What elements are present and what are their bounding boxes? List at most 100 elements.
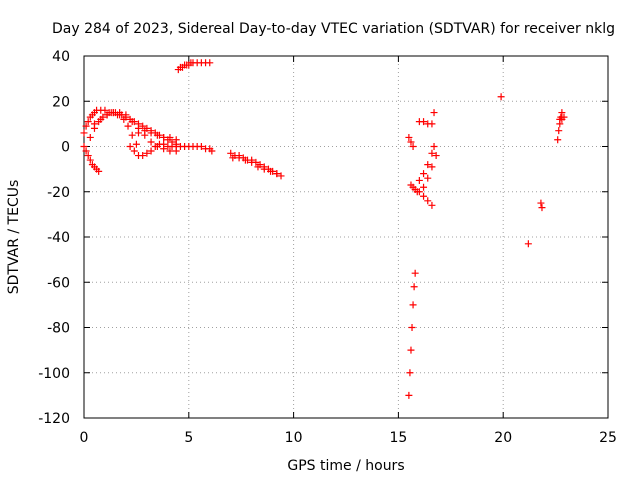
series-hour16-band [415, 118, 436, 128]
data-point [260, 165, 268, 173]
data-point [128, 118, 136, 126]
data-point [160, 140, 168, 148]
data-point [132, 140, 140, 148]
data-point [267, 167, 275, 175]
y-tick-label: -20 [47, 185, 70, 201]
data-point [560, 113, 568, 121]
x-axis-ticks: 0 5 10 15 20 25 [80, 56, 617, 446]
x-axis-label: GPS time / hours [287, 458, 404, 474]
series-descending-arc-b [229, 154, 281, 178]
data-point [86, 156, 94, 164]
series-hour15-upper [405, 133, 417, 150]
data-point [558, 109, 566, 117]
data-point [420, 192, 428, 200]
y-axis-label: SDTVAR / TECUs [6, 180, 22, 295]
data-point [103, 111, 111, 119]
data-point [538, 204, 546, 212]
data-point [430, 143, 438, 150]
data-point [407, 138, 415, 146]
series-top-arc [174, 59, 214, 74]
y-tick-label: -120 [38, 411, 70, 427]
y-tick-label: -40 [47, 230, 70, 246]
series-hour22-cluster [556, 113, 568, 123]
data-point [277, 172, 285, 180]
data-point [432, 152, 440, 160]
series-early-arc-d [90, 109, 180, 155]
data-point [97, 115, 105, 123]
data-point [428, 120, 436, 128]
data-point [229, 154, 237, 162]
series-early-arc-a [80, 106, 180, 148]
data-point [80, 129, 88, 137]
data-point [235, 154, 243, 162]
data-point [120, 115, 128, 123]
series-hour16-dot [430, 109, 438, 117]
y-tick-label: -60 [47, 275, 70, 291]
data-point [80, 143, 88, 150]
data-point [420, 118, 428, 126]
series-hour20-dot [497, 93, 505, 101]
series-hour16-rise-b [420, 152, 440, 191]
data-point [90, 120, 98, 128]
data-point [555, 127, 563, 135]
data-point [248, 158, 256, 166]
data-point [147, 138, 155, 146]
data-point [409, 143, 417, 150]
data-point [160, 133, 168, 141]
data-point [420, 170, 428, 178]
data-point [227, 149, 235, 157]
data-point [407, 346, 415, 354]
series-descending-arc [227, 149, 285, 180]
data-point [537, 199, 545, 207]
data-point [122, 111, 130, 119]
y-tick-label: -80 [47, 321, 70, 337]
data-point [254, 163, 262, 171]
data-point [406, 369, 414, 377]
data-point [241, 156, 249, 164]
data-point [409, 301, 417, 309]
series-early-arc-f [134, 127, 180, 144]
data-point [101, 106, 109, 114]
y-tick-label: 20 [52, 94, 70, 110]
data-point [428, 163, 436, 171]
series-hour16-rise-a [415, 143, 438, 184]
data-point [420, 183, 428, 191]
data-point [415, 176, 423, 184]
data-point [109, 109, 117, 117]
data-point [411, 269, 419, 277]
data-point [95, 167, 103, 175]
data-point [197, 143, 205, 150]
data-point [524, 240, 532, 248]
series-hour21-dot [524, 240, 532, 248]
data-point [141, 127, 149, 135]
series-hour15-low [407, 181, 421, 196]
data-point [126, 143, 134, 150]
series-early-arc-b [80, 143, 103, 175]
data-point [424, 174, 432, 182]
data-point [428, 149, 436, 157]
chart-title: Day 284 of 2023, Sidereal Day-to-day VTE… [52, 21, 615, 37]
data-point [84, 118, 92, 126]
plot-frame [83, 55, 609, 419]
x-tick-label: 10 [285, 430, 303, 446]
data-point [497, 93, 505, 101]
data-point [116, 109, 124, 117]
data-point [415, 188, 423, 196]
series-hour16-fall [415, 188, 436, 209]
data-point [128, 131, 136, 139]
data-point [206, 59, 214, 67]
data-point [208, 147, 216, 155]
series-hour15-drop [405, 269, 419, 399]
x-tick-label: 25 [599, 430, 617, 446]
series-early-arc-e [126, 140, 163, 160]
x-tick-label: 5 [184, 430, 193, 446]
data-point [153, 131, 161, 139]
data-markers [80, 59, 568, 399]
data-point [143, 149, 151, 157]
y-axis-ticks: -120 -100 -80 -60 -40 -20 0 20 40 [38, 49, 608, 427]
data-point [147, 129, 155, 137]
y-tick-label: 0 [61, 140, 70, 156]
data-point [410, 283, 418, 291]
data-point [124, 122, 132, 130]
y-tick-label: -100 [38, 366, 70, 382]
